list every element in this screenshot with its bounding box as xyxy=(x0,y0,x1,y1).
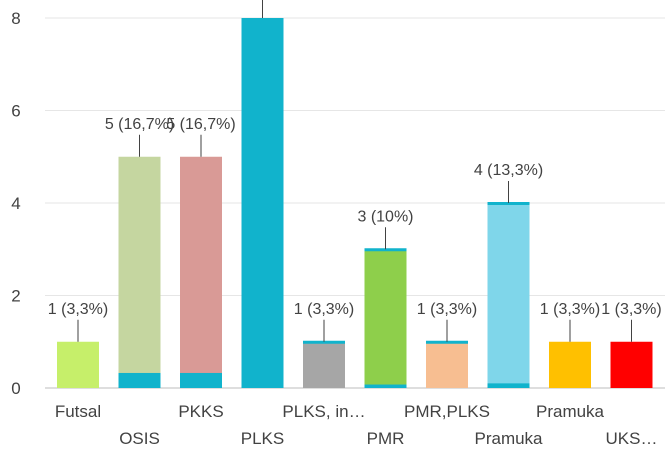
bar xyxy=(118,156,161,388)
bar-segment xyxy=(118,372,161,388)
bar-segment xyxy=(364,384,407,388)
x-axis-labels: Futsal OSIS PKKS PLKS PLKS, in…PMR PMR,PLKS Pr… xyxy=(55,402,658,448)
data-label: 1 (3,3%) xyxy=(48,301,108,318)
x-tick-label: PMR xyxy=(367,429,405,446)
y-axis-ticks: 0 2 4 6 8 xyxy=(11,9,20,398)
data-label: 5 (16,7%) xyxy=(105,116,174,133)
bar xyxy=(57,341,99,388)
bar xyxy=(180,156,222,388)
bar xyxy=(364,249,407,388)
bar xyxy=(303,341,345,388)
x-tick-label: PLKS xyxy=(241,429,284,446)
bar xyxy=(426,341,468,388)
x-tick-label: OSIS xyxy=(119,429,160,446)
x-tick-label: PKKS xyxy=(178,402,223,421)
bar-group xyxy=(303,340,345,388)
bar-cap xyxy=(364,248,407,252)
bar-cap xyxy=(487,202,530,205)
bar-group xyxy=(610,341,653,388)
data-label: 5 (16,7%) xyxy=(166,116,235,133)
bar xyxy=(610,341,653,388)
data-label: 3 (10%) xyxy=(357,208,413,225)
y-tick-label: 4 xyxy=(11,194,20,213)
x-tick-label: PLKS, in… xyxy=(282,402,365,421)
data-labels: 1 (3,3%)5 (16,7%)5 (16,7%)8 (26,7%)1 (3,… xyxy=(48,0,662,342)
bars xyxy=(57,18,653,388)
x-tick-label: PMR,PLKS xyxy=(404,402,490,421)
bar-group xyxy=(487,202,530,388)
bar-cap xyxy=(303,340,345,344)
bar-group xyxy=(241,18,284,388)
data-label: 4 (13,3%) xyxy=(474,162,543,179)
y-tick-label: 6 xyxy=(11,102,20,121)
bar xyxy=(241,18,284,388)
data-label: 1 (3,3%) xyxy=(540,301,600,318)
bar-group xyxy=(364,248,407,388)
x-tick-label: Pramuka xyxy=(536,402,605,421)
data-label: 1 (3,3%) xyxy=(294,301,354,318)
bar-segment xyxy=(180,372,222,388)
x-tick-label: Futsal xyxy=(55,402,101,421)
bar-group xyxy=(118,156,161,388)
y-tick-label: 0 xyxy=(11,379,20,398)
x-tick-label: UKS… xyxy=(606,429,658,446)
bar-group xyxy=(57,341,99,388)
bar-group xyxy=(549,341,591,388)
data-label: 1 (3,3%) xyxy=(417,301,477,318)
x-tick-label: Pramuka xyxy=(474,429,543,446)
bar xyxy=(549,341,591,388)
y-tick-label: 8 xyxy=(11,9,20,28)
bar-group xyxy=(180,156,222,388)
data-label: 1 (3,3%) xyxy=(601,301,661,318)
bar-group xyxy=(426,340,468,388)
bar xyxy=(487,203,530,388)
bar-cap xyxy=(426,340,468,344)
bar-segment xyxy=(487,383,530,388)
y-tick-label: 2 xyxy=(11,287,20,306)
